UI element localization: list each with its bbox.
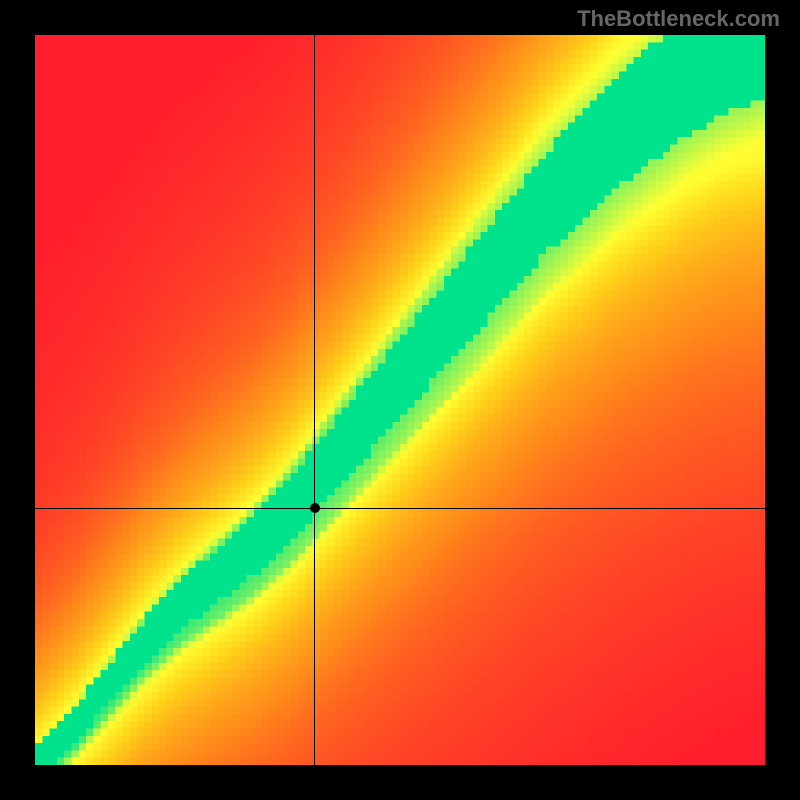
crosshair-vertical — [314, 35, 315, 765]
watermark-text: TheBottleneck.com — [577, 6, 780, 32]
bottleneck-heatmap — [35, 35, 765, 765]
current-point-marker — [310, 503, 320, 513]
chart-container: TheBottleneck.com — [0, 0, 800, 800]
crosshair-horizontal — [35, 508, 765, 509]
